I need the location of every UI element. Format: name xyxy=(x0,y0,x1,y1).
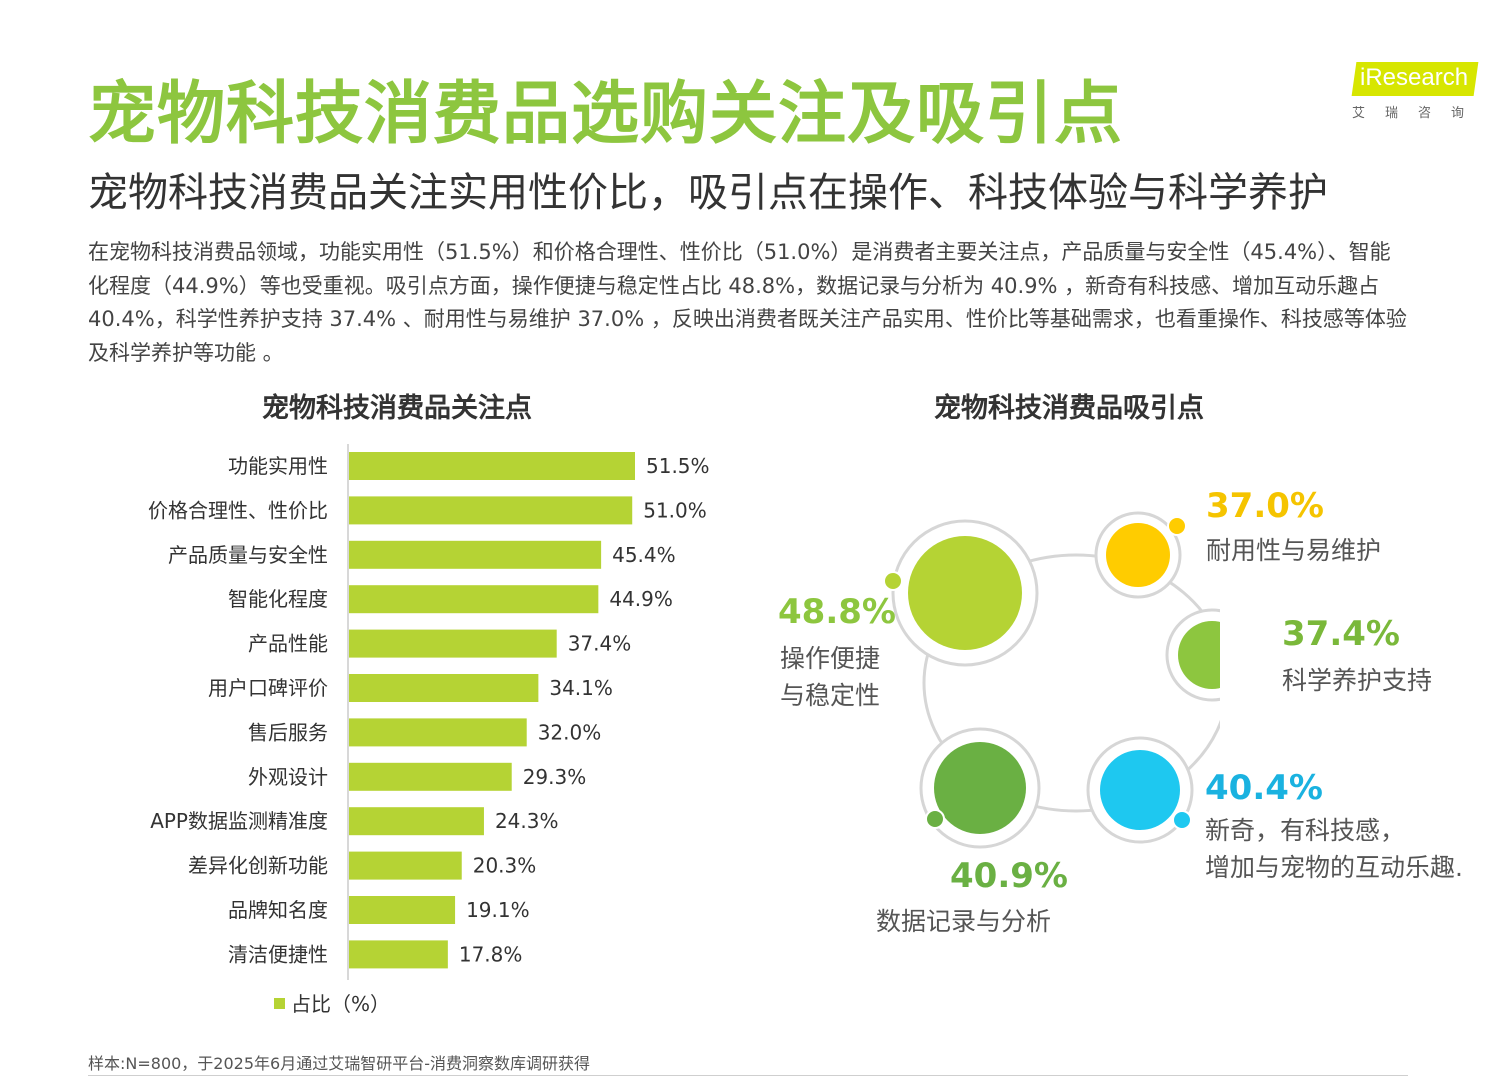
bar-value-label: 32.0% xyxy=(538,720,602,744)
bar-category-label: 产品性能 xyxy=(248,632,328,656)
bar xyxy=(349,629,557,658)
bubble-percent-label: 48.8% xyxy=(778,592,896,632)
bar xyxy=(349,674,539,702)
bar-category-label: 产品质量与安全性 xyxy=(168,543,328,567)
summary-paragraph: 在宠物科技消费品领域，功能实用性（51.5%）和价格合理性、性价比（51.0%）… xyxy=(88,240,1407,365)
bubble xyxy=(1178,621,1220,689)
bar-value-label: 45.4% xyxy=(612,543,676,567)
bubble-label-line: 科学养护支持 xyxy=(1282,666,1433,695)
bubble-category-label: 耐用性与易维护 xyxy=(1206,532,1381,569)
bar-category-label: 外观设计 xyxy=(248,765,328,789)
bar-category-label: 用户口碑评价 xyxy=(208,676,328,700)
bar-value-label: 34.1% xyxy=(549,676,613,700)
bubble-category-label: 操作便捷 与稳定性 xyxy=(780,640,880,714)
bar-category-label: 智能化程度 xyxy=(228,587,328,611)
bubble-label-line: 操作便捷 xyxy=(780,644,881,673)
bubble-chart-title: 宠物科技消费品吸引点 xyxy=(934,393,1204,424)
bar-value-label: 37.4% xyxy=(568,632,632,656)
bar xyxy=(349,585,599,614)
bubble xyxy=(908,536,1022,650)
legend-swatch xyxy=(274,998,285,1009)
bubble-label-line: 新奇，有科技感， xyxy=(1205,816,1406,845)
logo-text: iResearch xyxy=(1360,64,1469,91)
bubble-percent-label: 40.9% xyxy=(950,856,1068,896)
bubble-category-label: 新奇，有科技感， 增加与宠物的互动乐趣. xyxy=(1205,812,1463,886)
bar-category-label: 售后服务 xyxy=(248,720,328,744)
bar xyxy=(349,807,484,836)
bar xyxy=(349,896,456,924)
bubble-category-label: 科学养护支持 xyxy=(1282,662,1432,699)
bar-value-label: 29.3% xyxy=(523,765,587,789)
bar xyxy=(349,540,602,569)
page-subtitle: 宠物科技消费品关注实用性价比，吸引点在操作、科技体验与科学养护 xyxy=(88,170,1328,216)
bubble-accent-dot xyxy=(925,809,945,829)
footer-divider xyxy=(88,1075,1408,1076)
bubble-label-line: 数据记录与分析 xyxy=(876,907,1052,936)
bubble-category-label: 数据记录与分析 xyxy=(876,903,1051,940)
bar-value-label: 20.3% xyxy=(473,854,537,878)
bubble-label-line: 与稳定性 xyxy=(780,681,881,710)
bubble-percent-label: 37.0% xyxy=(1206,486,1324,526)
bubble-percent-label: 40.4% xyxy=(1205,768,1323,808)
bubble xyxy=(934,742,1026,834)
bar xyxy=(349,496,633,525)
bubble-accent-dot xyxy=(1172,810,1192,830)
iresearch-logo: iResearch 艾瑞咨询 xyxy=(1351,56,1485,126)
attention-bar-chart: 功能实用性 51.5% 价格合理性、性价比 51.0% 产品质量与安全性 45.4% 智能化… xyxy=(148,444,710,980)
logo-cn-text: 艾瑞咨询 xyxy=(1352,106,1485,121)
bubble-label-line: 增加与宠物的互动乐趣. xyxy=(1205,853,1463,882)
bar xyxy=(349,718,527,747)
bubble-connector-ring xyxy=(922,553,1220,813)
bubble-label-line: 耐用性与易维护 xyxy=(1206,536,1382,565)
bar-value-label: 24.3% xyxy=(495,809,559,833)
bubble-percent-label: 37.4% xyxy=(1282,614,1400,654)
bar-chart-title: 宠物科技消费品关注点 xyxy=(262,393,532,424)
bar-category-label: 品牌知名度 xyxy=(228,898,328,922)
bar-value-label: 17.8% xyxy=(459,942,523,966)
bar-value-label: 51.0% xyxy=(643,498,707,522)
legend-label: 占比（%） xyxy=(291,992,391,1016)
bubble xyxy=(1106,523,1170,587)
bar xyxy=(349,452,635,480)
bar-legend: 占比（%） xyxy=(274,988,390,1017)
bar-value-label: 44.9% xyxy=(609,587,673,611)
bar xyxy=(349,851,462,880)
bubble xyxy=(1100,750,1180,830)
bar-category-label: 功能实用性 xyxy=(228,454,328,478)
bar-category-label: 差异化创新功能 xyxy=(188,854,328,878)
bar-category-label: APP数据监测精准度 xyxy=(150,809,328,833)
bubble-accent-dot xyxy=(1167,516,1187,536)
bar-category-label: 价格合理性、性价比 xyxy=(148,498,328,522)
footnote: 样本:N=800，于2025年6月通过艾瑞智研平台-消费洞察数库调研获得 xyxy=(88,1054,590,1073)
bubble-accent-dot xyxy=(883,571,903,591)
bar-value-label: 19.1% xyxy=(466,898,530,922)
bar-category-label: 清洁便捷性 xyxy=(228,942,328,966)
bar xyxy=(349,940,448,969)
attraction-bubble-chart xyxy=(883,511,1220,849)
bar-value-label: 51.5% xyxy=(646,454,710,478)
page-title: 宠物科技消费品选购关注及吸引点 xyxy=(88,75,1124,154)
bar xyxy=(349,762,512,791)
